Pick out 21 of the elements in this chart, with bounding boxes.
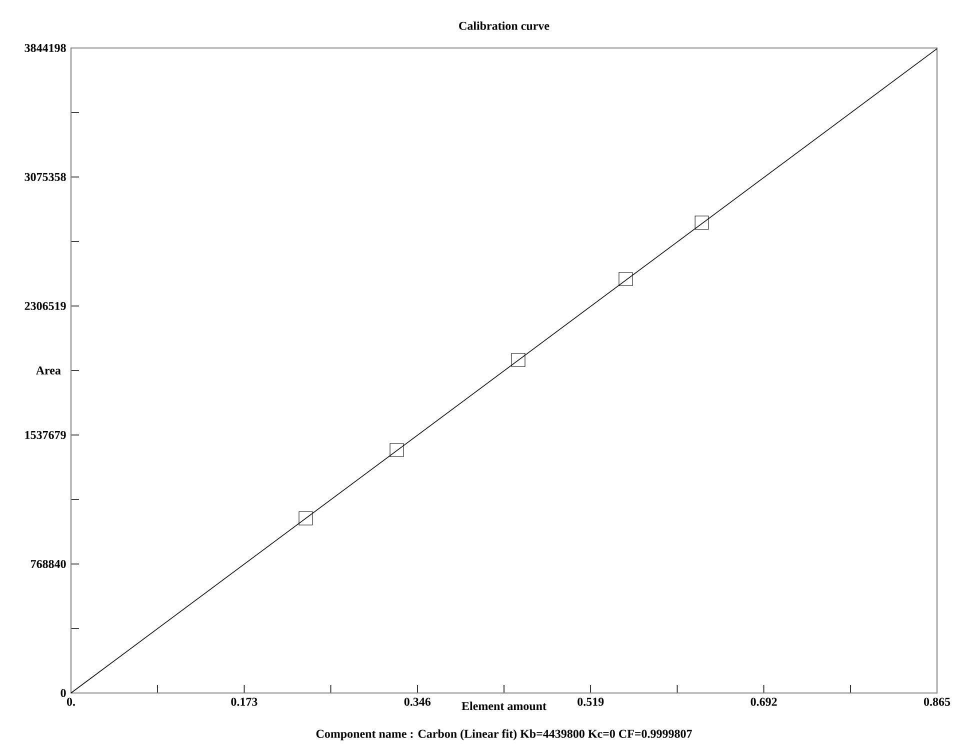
x-tick-label: 0.519 (578, 698, 604, 706)
x-tick-label: 0.865 (924, 698, 950, 706)
point (298, 511, 313, 526)
point (511, 353, 526, 367)
point (618, 272, 633, 286)
x-tick-label: 0.173 (231, 698, 258, 706)
x-tick-label: 0.692 (750, 698, 777, 706)
point (390, 443, 404, 457)
y-tick-label: 3075358 (24, 172, 66, 182)
y-tick-label: 0 (60, 688, 66, 698)
x-axis-title: Element amount (462, 702, 546, 710)
y-axis-title: Area (36, 366, 61, 375)
chart-title: Calibration curve (459, 21, 550, 30)
x-tick-label: 0. (66, 698, 75, 706)
x-tick-label: 0.346 (404, 698, 431, 706)
y-tick-label: 768840 (30, 560, 66, 568)
y-tick-label: 2306519 (24, 302, 66, 310)
point (694, 216, 709, 230)
y-tick-label: 3844198 (24, 44, 66, 52)
y-tick-label: 1537679 (25, 430, 66, 440)
text: Component name : Carbon (Linear fit) Kb=4439800 Kc=0 CF=0.9999807 (316, 729, 692, 740)
